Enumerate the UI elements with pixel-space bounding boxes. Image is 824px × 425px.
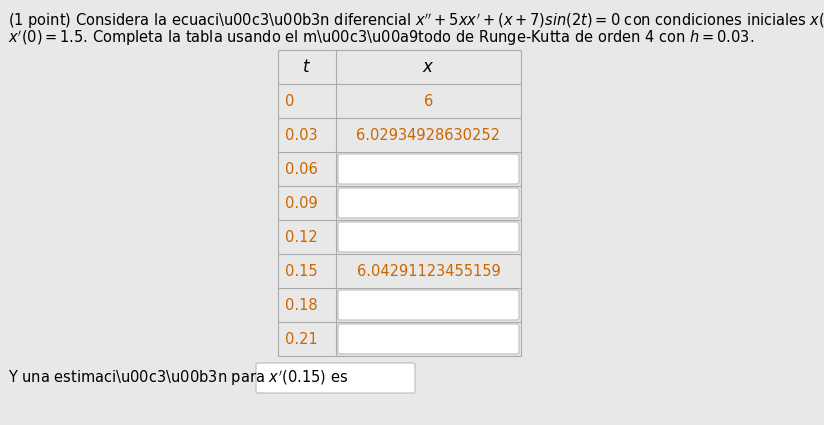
Text: 0.06: 0.06 (285, 162, 318, 176)
FancyBboxPatch shape (256, 363, 415, 393)
Text: $x$: $x$ (422, 59, 435, 76)
Text: 0.03: 0.03 (285, 128, 317, 142)
Text: $t$: $t$ (302, 59, 311, 76)
Text: Y una estimaci\u00c3\u00b3n para $x'(0.15)$ es: Y una estimaci\u00c3\u00b3n para $x'(0.1… (8, 368, 348, 388)
FancyBboxPatch shape (338, 222, 519, 252)
FancyBboxPatch shape (338, 290, 519, 320)
Text: 0.12: 0.12 (285, 230, 318, 244)
Text: 0.21: 0.21 (285, 332, 318, 346)
Text: 6.04291123455159: 6.04291123455159 (357, 264, 500, 278)
Text: 0: 0 (285, 94, 294, 108)
FancyBboxPatch shape (338, 188, 519, 218)
Text: (1 point) Considera la ecuaci\u00c3\u00b3n diferencial $x'' + 5xx' + (x + 7)sin(: (1 point) Considera la ecuaci\u00c3\u00b… (8, 11, 824, 31)
Text: 6: 6 (424, 94, 433, 108)
FancyBboxPatch shape (338, 324, 519, 354)
Text: 0.09: 0.09 (285, 196, 318, 210)
FancyBboxPatch shape (338, 154, 519, 184)
Text: 0.18: 0.18 (285, 298, 317, 312)
Text: 0.15: 0.15 (285, 264, 317, 278)
Text: 6.02934928630252: 6.02934928630252 (357, 128, 500, 142)
Text: $x'(0) = 1.5$. Completa la tabla usando el m\u00c3\u00a9todo de Runge-Kutta de o: $x'(0) = 1.5$. Completa la tabla usando … (8, 28, 754, 48)
